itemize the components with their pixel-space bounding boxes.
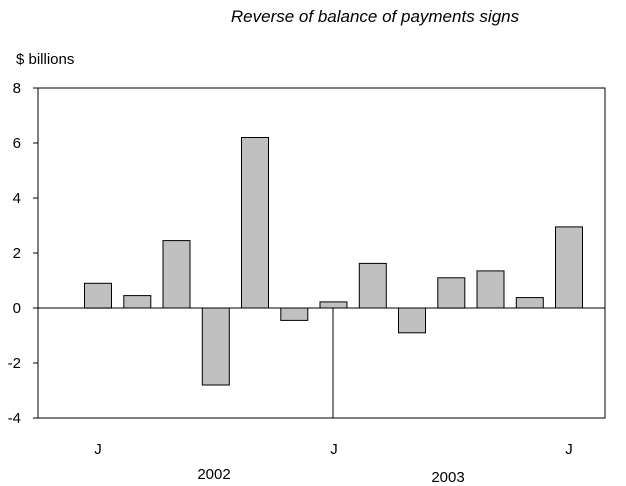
- month-label-j-1: J: [94, 441, 102, 458]
- year-label-2003: 2003: [431, 469, 464, 486]
- y-tick-label: 8: [13, 80, 21, 97]
- y-tick-label: -2: [8, 355, 21, 372]
- bar-2002-M12: [515, 297, 544, 309]
- bar-2002-M10: [437, 277, 466, 309]
- bar-2002-M9: [398, 307, 426, 334]
- bar-series: [84, 137, 583, 386]
- bar-2002-M5: [241, 137, 269, 309]
- chart-title: Reverse of balance of payments signs: [231, 7, 520, 26]
- bar-2002-M2: [123, 295, 152, 309]
- bar-2002-M1: [84, 282, 112, 309]
- bar-2002-M11: [476, 270, 505, 309]
- bar-2002-M8: [358, 262, 387, 309]
- y-axis: 8 6 4 2 0 -2 -4: [8, 80, 38, 427]
- month-label-j-2: J: [330, 441, 338, 458]
- y-tick-label: 0: [13, 300, 21, 317]
- bar-2002-M4: [201, 307, 230, 386]
- bar-2002-M6: [280, 307, 309, 321]
- y-tick-label: 4: [13, 190, 21, 207]
- year-label-2002: 2002: [197, 466, 230, 483]
- y-axis-label: $ billions: [16, 51, 74, 68]
- plot-frame: [37, 87, 606, 419]
- bar-2002-M7: [319, 301, 348, 309]
- bar-2003-M1: [555, 226, 583, 309]
- month-label-j-3: J: [565, 441, 573, 458]
- y-tick-label: 2: [13, 245, 21, 262]
- bar-2002-M3: [162, 240, 191, 309]
- y-tick-label: -4: [8, 410, 21, 427]
- y-tick-label: 6: [13, 135, 21, 152]
